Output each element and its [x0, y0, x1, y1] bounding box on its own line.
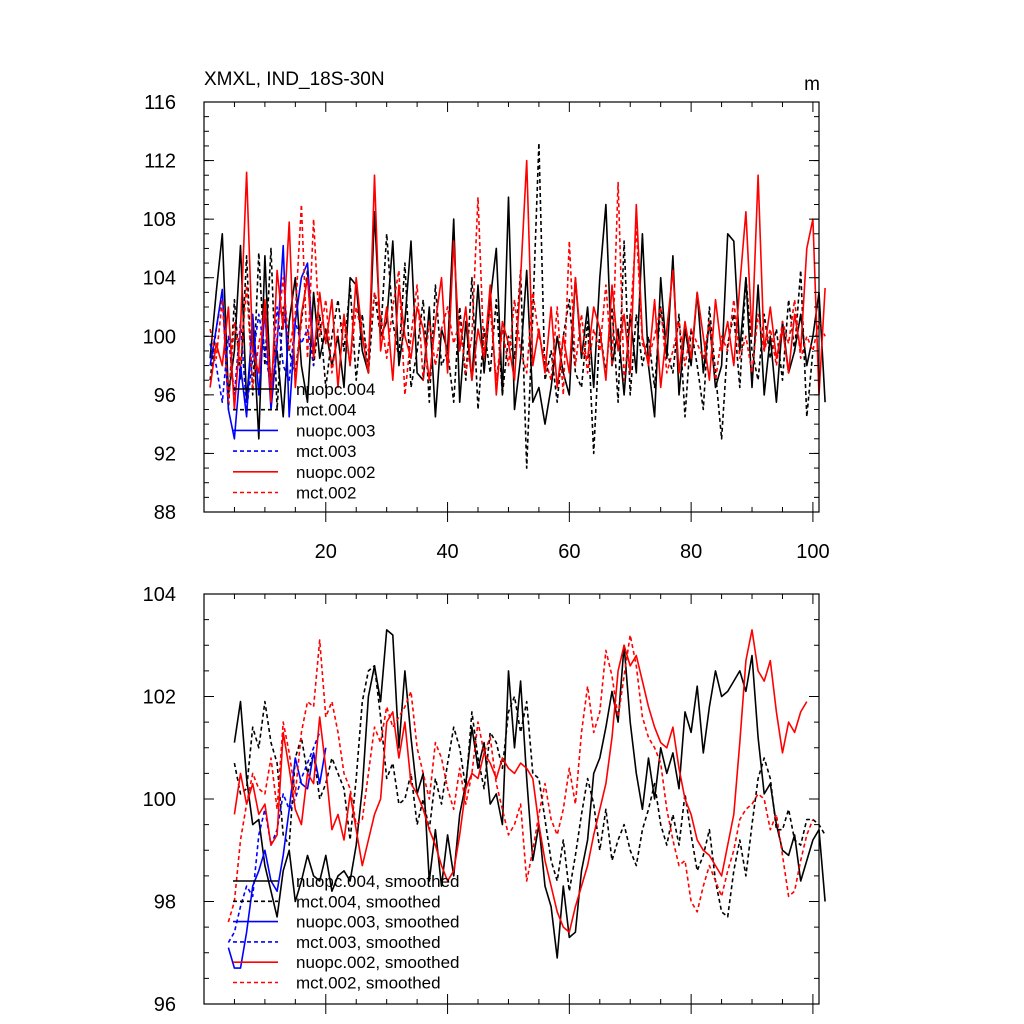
bottom-legend-label-nuopc-004-smoothed: nuopc.004, smoothed [296, 872, 460, 891]
bottom-legend-label-nuopc-003-smoothed: nuopc.003, smoothed [296, 913, 460, 932]
bottom-axis-ticks: 96 98 100 102 104 [143, 584, 819, 1016]
bottom-legend-label-mct-002-smoothed: mct.002, smoothed [296, 974, 441, 993]
top-ytick-label: 104 [143, 268, 176, 290]
bottom-series-mct-002-smoothed [227, 634, 814, 923]
bottom-ytick-label: 100 [143, 789, 176, 811]
bottom-legend-label-mct-004-smoothed: mct.004, smoothed [296, 892, 441, 911]
bottom-legend-label-mct-003-smoothed: mct.003, smoothed [296, 933, 441, 952]
top-ytick-label: 116 [144, 92, 176, 114]
top-legend-label-mct-002: mct.002 [296, 484, 356, 503]
top-ytick-label: 92 [154, 443, 176, 465]
bottom-series-group [227, 629, 826, 969]
top-xtick-label: 80 [680, 541, 702, 563]
bottom-ytick-label: 102 [143, 687, 176, 709]
top-series-mct-002 [209, 181, 826, 404]
bottom-ytick-label: 96 [154, 994, 176, 1016]
top-ytick-label: 96 [154, 385, 176, 407]
bottom-series-nuopc-004-smoothed [233, 629, 826, 959]
top-series-nuopc-002 [209, 159, 826, 411]
top-chart-title: XMXL, IND_18S-30N [204, 69, 385, 90]
top-legend-label-nuopc-004: nuopc.004 [296, 380, 375, 399]
top-panel: 88 92 96 100 104 108 112 116 20 40 60 80 100 nuopc.0… [143, 69, 830, 563]
top-xtick-label: 20 [315, 541, 337, 563]
bottom-ytick-label: 104 [143, 584, 176, 606]
top-xtick-label: 40 [436, 541, 458, 563]
top-axis-ticks: 88 92 96 100 104 108 112 116 20 40 60 80 100 [143, 92, 830, 563]
top-ytick-label: 112 [144, 151, 176, 173]
bottom-ytick-label: 98 [154, 892, 176, 914]
top-units-label: m [804, 74, 820, 95]
top-ytick-label: 100 [143, 326, 176, 348]
bottom-series-mct-004-smoothed [233, 664, 826, 918]
top-series-mct-003 [209, 306, 315, 411]
top-ytick-label: 88 [154, 502, 176, 524]
bottom-legend-label-nuopc-002-smoothed: nuopc.002, smoothed [296, 953, 460, 972]
top-ytick-label: 108 [143, 209, 176, 231]
bottom-series-nuopc-002-smoothed [233, 629, 808, 934]
top-legend-label-mct-003: mct.003 [296, 442, 356, 461]
top-legend-label-nuopc-003: nuopc.003 [296, 421, 375, 440]
top-legend-label-nuopc-002: nuopc.002 [296, 463, 375, 482]
top-xtick-label: 100 [796, 541, 829, 563]
top-xtick-label: 60 [558, 541, 580, 563]
top-series-group [209, 142, 826, 469]
bottom-panel: 96 98 100 102 104 nuopc.004, smoothedmct.004… [143, 584, 826, 1016]
bottom-series-mct-003-smoothed [227, 732, 321, 943]
top-legend-label-mct-004: mct.004 [296, 401, 356, 420]
